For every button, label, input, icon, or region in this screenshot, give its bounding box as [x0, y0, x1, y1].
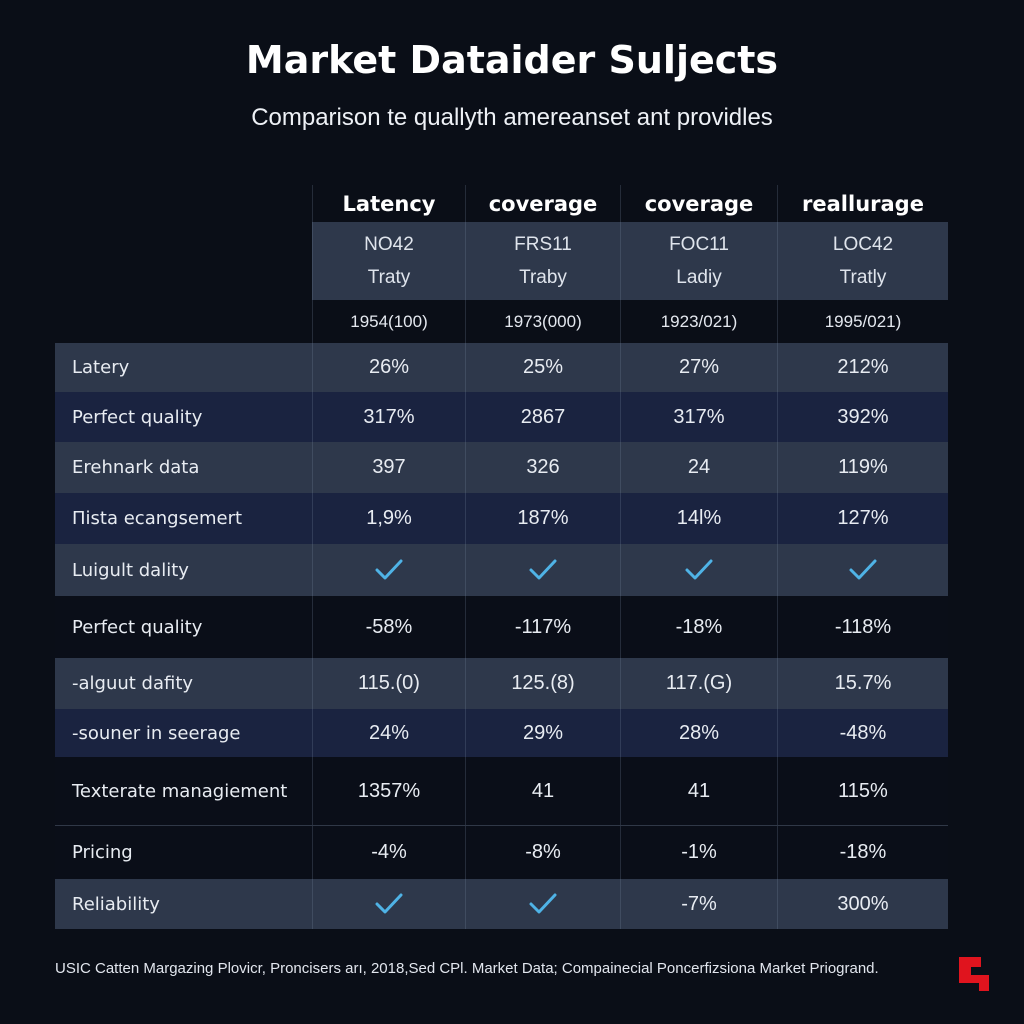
value-cell: 187% — [465, 493, 620, 544]
comparison-table: Latency coverage coverage reallurage NO4… — [55, 185, 948, 929]
provider-row: NO42 Traty FRS11 Traby FOC11 Ladiy LOC42 Tra… — [55, 222, 948, 300]
value-cell: 24% — [312, 709, 465, 757]
value-cell: 119% — [777, 442, 948, 493]
corner-cell — [55, 185, 312, 222]
value-cell: -117% — [465, 596, 620, 658]
column-header[interactable]: coverage — [465, 185, 620, 222]
value-cell: 1357% — [312, 757, 465, 825]
table-row: Erehnark data 397 326 24 119% — [55, 442, 948, 493]
provider-type: Tratly — [839, 267, 887, 288]
value-cell: -4% — [312, 826, 465, 879]
provider-cell: FOC11 Ladiy — [620, 222, 777, 300]
year-cell: 1954(100) — [312, 300, 465, 343]
check-icon — [465, 544, 620, 596]
value-cell: 115.(0) — [312, 658, 465, 709]
table-row: -souner in seerage 24% 29% 28% -48% — [55, 709, 948, 757]
table-row: Luigult dality — [55, 544, 948, 596]
row-label: -souner in seerage — [72, 722, 241, 744]
value-cell: 25% — [465, 343, 620, 392]
value-cell: 115% — [777, 757, 948, 825]
value-cell: -118% — [777, 596, 948, 658]
header-row: Latency coverage coverage reallurage — [55, 185, 948, 222]
page-subtitle: Comparison te quallyth amereanset ant pr… — [251, 104, 773, 131]
value-cell: 326 — [465, 442, 620, 493]
value-cell: 1,9% — [312, 493, 465, 544]
provider-type: Traty — [367, 267, 411, 288]
value-cell: 117.(G) — [620, 658, 777, 709]
value-cell: 300% — [777, 879, 948, 929]
row-label: Reliability — [72, 893, 160, 915]
footer-source: USIC Catten Margazing Plovicr, Pronciser… — [55, 960, 879, 977]
year-cell: 1923/021) — [620, 300, 777, 343]
value-cell: -58% — [312, 596, 465, 658]
year-cell: 1973(000) — [465, 300, 620, 343]
table-row: Perfect quality -58% -117% -18% -118% — [55, 596, 948, 658]
value-cell: 125.(8) — [465, 658, 620, 709]
value-cell: -8% — [465, 826, 620, 879]
value-cell: 317% — [620, 392, 777, 442]
row-label: Luigult dality — [72, 559, 189, 581]
value-cell: 127% — [777, 493, 948, 544]
value-cell: 15.7% — [777, 658, 948, 709]
check-icon — [312, 879, 465, 929]
value-cell: -7% — [620, 879, 777, 929]
provider-code: NO42 — [364, 234, 414, 255]
provider-cell: FRS11 Traby — [465, 222, 620, 300]
table-body: Latery 26% 25% 27% 212% Perfect quality 317% 28… — [55, 343, 948, 929]
value-cell: 41 — [620, 757, 777, 825]
page-title: Market Dataider Suljects — [245, 38, 779, 82]
value-cell: -18% — [620, 596, 777, 658]
table-row: Texterate managiement 1357% 41 41 115% — [55, 757, 948, 825]
value-cell: -1% — [620, 826, 777, 879]
column-header[interactable]: coverage — [620, 185, 777, 222]
provider-code: FOC11 — [669, 234, 729, 255]
brand-logo-icon — [959, 957, 989, 991]
value-cell: 26% — [312, 343, 465, 392]
value-cell: 212% — [777, 343, 948, 392]
year-cell: 1995/021) — [777, 300, 948, 343]
value-cell: 14l% — [620, 493, 777, 544]
row-label: Perfect quality — [72, 406, 203, 428]
provider-type: Traby — [519, 267, 567, 288]
table-row: Πista ecangsemert 1,9% 187% 14l% 127% — [55, 493, 948, 544]
provider-code: LOC42 — [832, 234, 894, 255]
value-cell: 24 — [620, 442, 777, 493]
value-cell: 397 — [312, 442, 465, 493]
check-icon — [620, 544, 777, 596]
provider-cell: NO42 Traty — [312, 222, 465, 300]
column-header[interactable]: reallurage — [777, 185, 948, 222]
table-row: Pricing -4% -8% -1% -18% — [55, 825, 948, 879]
row-label: Texterate managiement — [72, 780, 288, 802]
value-cell: 41 — [465, 757, 620, 825]
value-cell: 392% — [777, 392, 948, 442]
provider-cell: LOC42 Tratly — [777, 222, 948, 300]
table-row: Reliability -7% 300% — [55, 879, 948, 929]
value-cell: 29% — [465, 709, 620, 757]
table-row: -alguut dafity 115.(0) 125.(8) 117.(G) 15.7% — [55, 658, 948, 709]
value-cell: 27% — [620, 343, 777, 392]
row-label: Perfect quality — [72, 616, 203, 638]
value-cell: 317% — [312, 392, 465, 442]
value-cell: -48% — [777, 709, 948, 757]
column-header[interactable]: Latency — [312, 185, 465, 222]
table-row: Latery 26% 25% 27% 212% — [55, 343, 948, 392]
provider-code: FRS11 — [514, 234, 572, 255]
row-label: Πista ecangsemert — [72, 508, 243, 529]
table-row: Perfect quality 317% 2867 317% 392% — [55, 392, 948, 442]
row-label: Erehnark data — [72, 457, 200, 478]
row-label: -alguut dafity — [72, 673, 194, 694]
corner-cell — [55, 222, 312, 300]
value-cell: -18% — [777, 826, 948, 879]
value-cell: 2867 — [465, 392, 620, 442]
corner-cell — [55, 300, 312, 343]
check-icon — [777, 544, 948, 596]
check-icon — [465, 879, 620, 929]
provider-type: Ladiy — [676, 267, 722, 288]
year-row: 1954(100) 1973(000) 1923/021) 1995/021) — [55, 300, 948, 343]
row-label: Pricing — [72, 842, 133, 863]
value-cell: 28% — [620, 709, 777, 757]
check-icon — [312, 544, 465, 596]
row-label: Latery — [72, 357, 130, 378]
